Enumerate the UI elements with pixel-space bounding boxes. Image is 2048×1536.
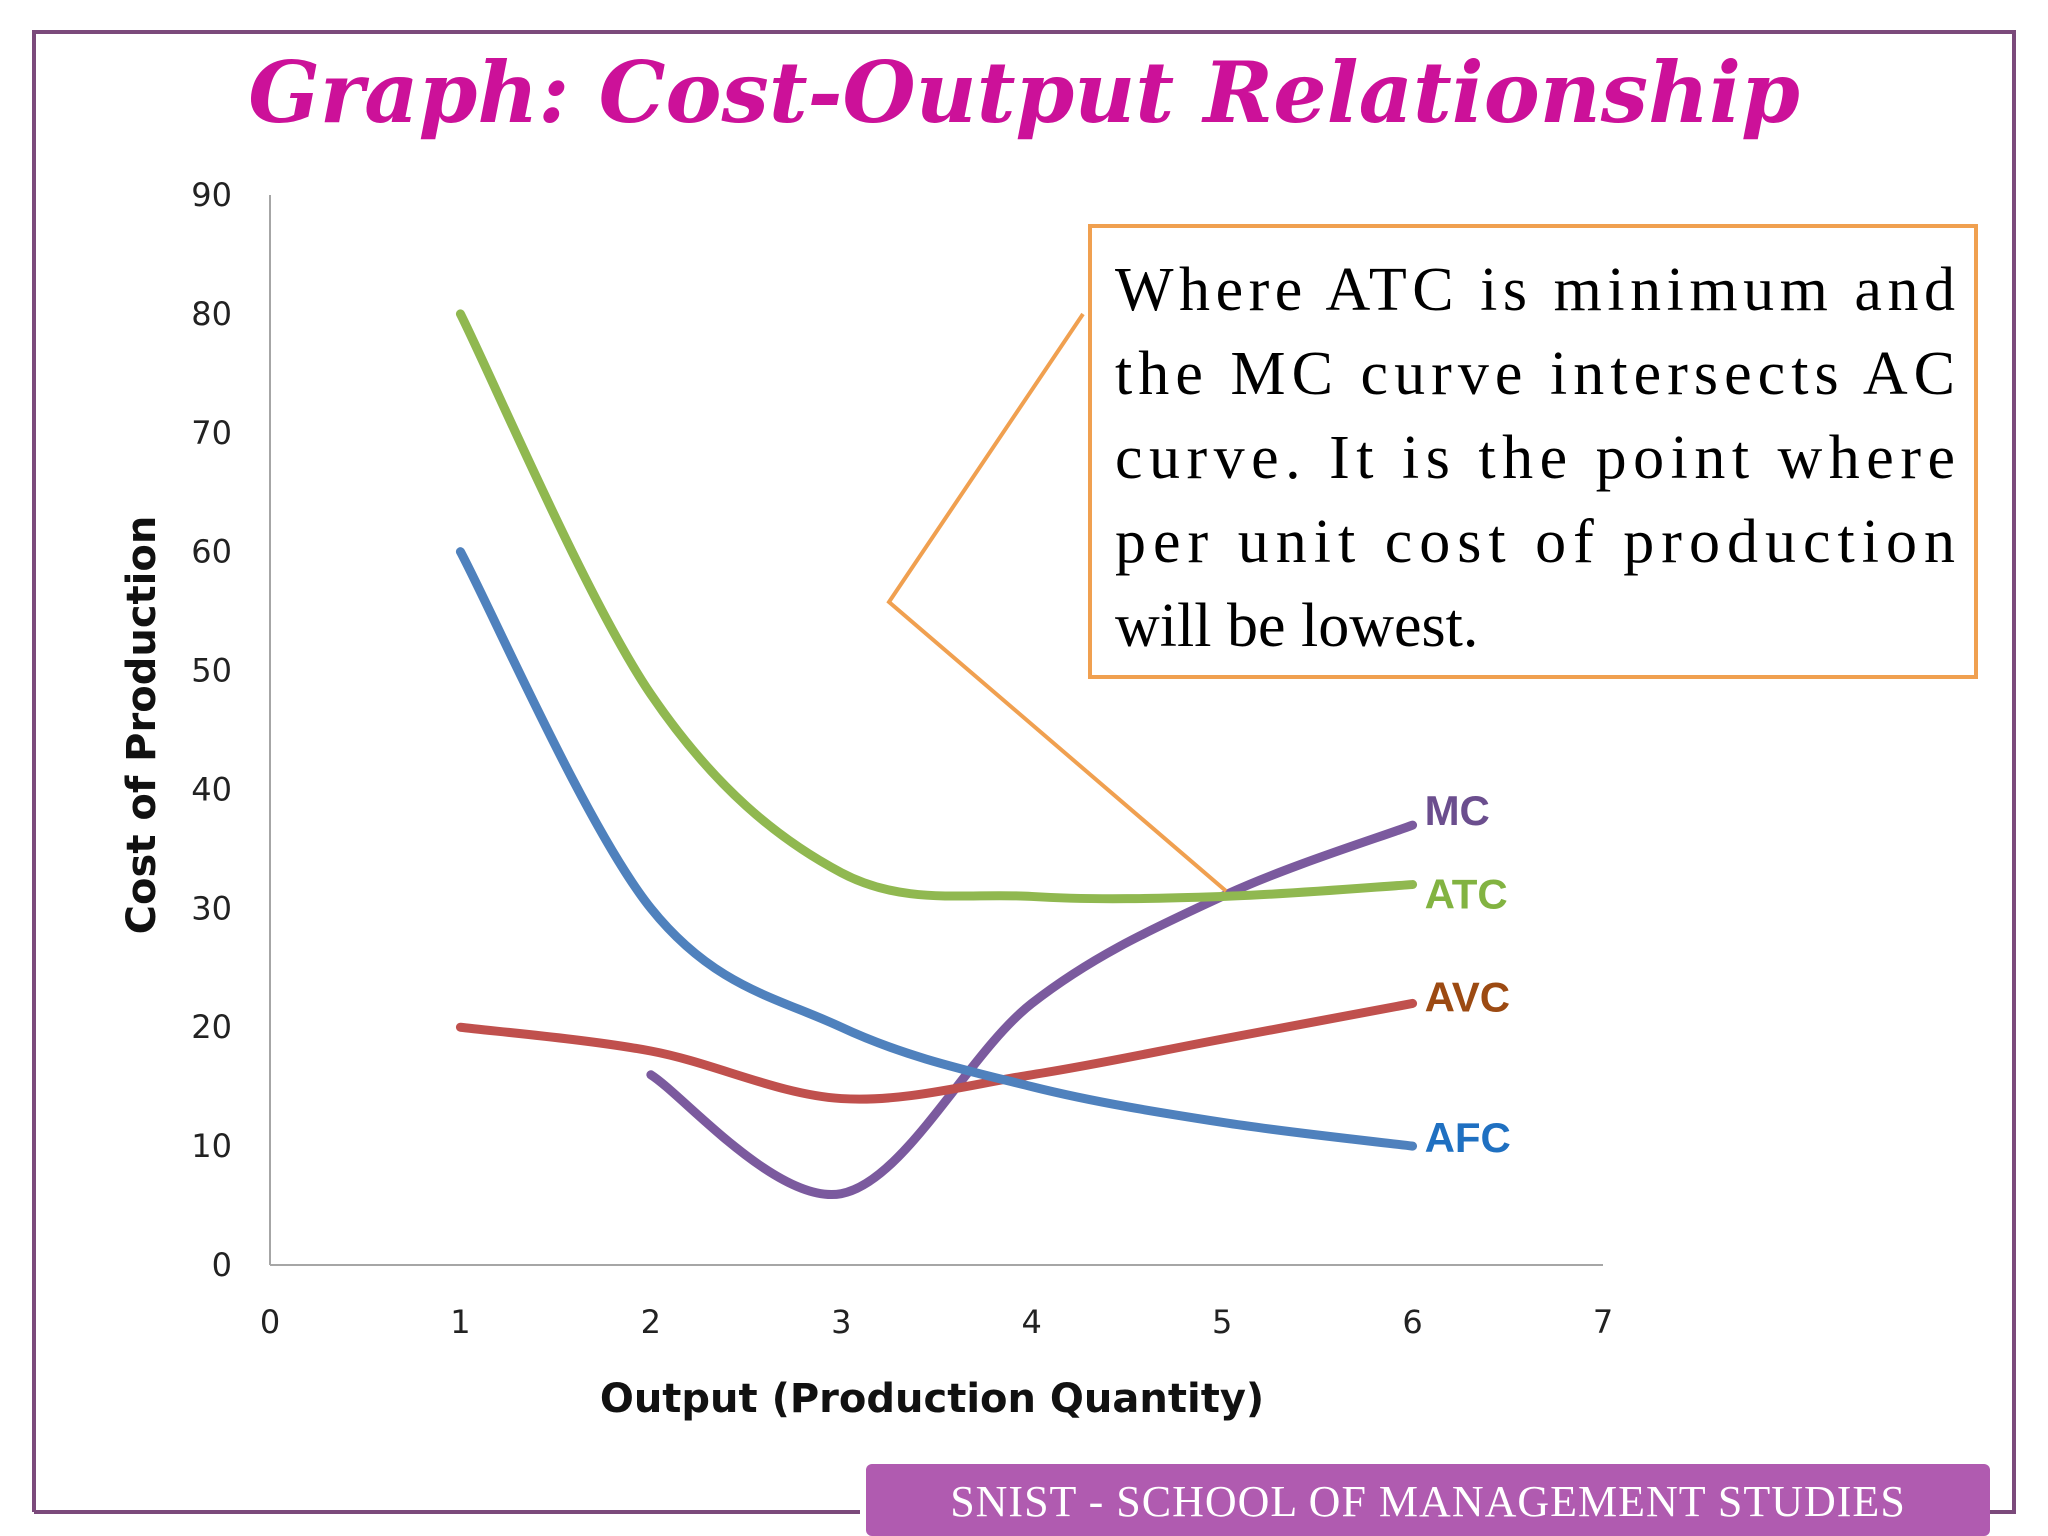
callout-line-1: Where ATC is minimum and <box>1115 256 1955 324</box>
series-label-avc: AVC <box>1425 973 1511 1020</box>
callout-line-2: the MC curve intersects AC <box>1115 340 1955 408</box>
series-labels: MC ATC AVC AFC <box>1425 787 1511 1161</box>
y-tick-label: 30 <box>191 889 232 927</box>
x-tick-label: 0 <box>260 1303 280 1341</box>
y-tick-labels: 0 10 20 30 40 50 60 70 80 90 <box>191 176 232 1284</box>
x-tick-label: 1 <box>450 1303 470 1341</box>
footer-background <box>866 1464 1990 1536</box>
callout-box <box>1088 224 1978 679</box>
x-tick-label: 3 <box>831 1303 851 1341</box>
series-line-atc <box>455 309 1418 904</box>
series-line-avc <box>455 998 1418 1104</box>
x-tick-label: 5 <box>1212 1303 1232 1341</box>
footer-banner: SNIST - SCHOOL OF MANAGEMENT STUDIES <box>866 1464 1990 1536</box>
x-axis-title: Output (Production Quantity) <box>600 1376 1264 1422</box>
page-title: Graph: Cost-Output Relationship <box>248 43 1800 142</box>
series-label-atc: ATC <box>1425 871 1508 918</box>
series-line-afc <box>455 547 1418 1151</box>
callout: Where ATC is minimum and the MC curve in… <box>886 224 1978 893</box>
x-tick-labels: 0 1 2 3 4 5 6 7 <box>260 1303 1613 1341</box>
y-tick-label: 60 <box>191 533 232 571</box>
y-axis-title: Cost of Production <box>119 516 165 935</box>
axes <box>269 195 1603 1266</box>
x-tick-label: 4 <box>1022 1303 1042 1341</box>
series-layer <box>455 309 1418 1200</box>
y-tick-label: 10 <box>191 1127 232 1165</box>
callout-pointer <box>886 312 1228 893</box>
series-line-mc <box>646 820 1418 1200</box>
series-label-afc: AFC <box>1425 1114 1511 1161</box>
callout-line-4: per unit cost of production <box>1115 508 1955 576</box>
y-tick-label: 80 <box>191 295 232 333</box>
x-tick-label: 6 <box>1402 1303 1422 1341</box>
y-tick-label: 70 <box>191 414 232 452</box>
x-tick-label: 2 <box>641 1303 661 1341</box>
x-tick-label: 7 <box>1593 1303 1613 1341</box>
y-tick-label: 20 <box>191 1008 232 1046</box>
footer-text: SNIST - SCHOOL OF MANAGEMENT STUDIES <box>950 1477 1906 1526</box>
y-tick-label: 40 <box>191 770 232 808</box>
y-tick-label: 90 <box>191 176 232 214</box>
series-label-mc: MC <box>1425 787 1490 834</box>
y-tick-label: 0 <box>212 1246 232 1284</box>
y-tick-label: 50 <box>191 652 232 690</box>
callout-line-5: will be lowest. <box>1115 592 1478 660</box>
slide-frame <box>32 30 2016 1514</box>
